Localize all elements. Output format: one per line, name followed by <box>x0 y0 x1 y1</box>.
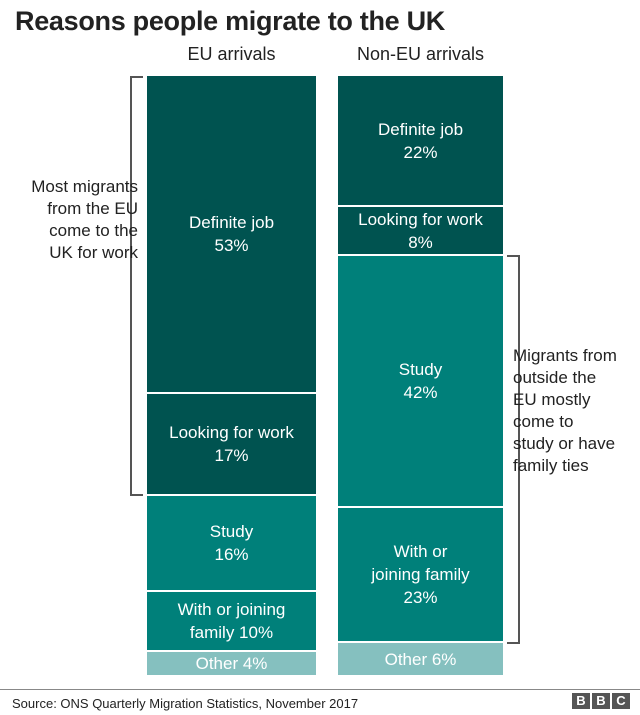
segment-label: Other 4% <box>195 654 268 673</box>
source-note: Source: ONS Quarterly Migration Statisti… <box>12 696 359 711</box>
non-eu-study-family-bracket <box>507 255 520 644</box>
segment-value: family 10% <box>189 623 274 642</box>
segment-label: With or joining <box>177 600 286 619</box>
bbc-logo-letter: B <box>572 693 590 709</box>
segment-label: With or <box>393 542 448 561</box>
non-eu-annotation: Migrants from outside the EU mostly come… <box>513 345 617 477</box>
eu-segment-other: Other 4% <box>147 650 316 675</box>
annotation-line: family ties <box>513 456 589 475</box>
bbc-logo-letter: B <box>592 693 610 709</box>
segment-label: Study <box>209 522 254 541</box>
segment-value: 17% <box>214 446 249 465</box>
annotation-line: outside the <box>513 368 597 387</box>
segment-label: Definite job <box>377 119 464 139</box>
non-eu-segment-looking-for-work: Looking for work 8% <box>338 205 503 254</box>
footer-divider <box>0 689 640 690</box>
eu-segment-looking-for-work: Looking for work 17% <box>147 392 316 494</box>
segment-label: Looking for work <box>358 209 483 229</box>
bbc-logo: B B C <box>572 693 630 709</box>
annotation-line: UK for work <box>49 243 138 262</box>
bbc-logo-letter: C <box>612 693 630 709</box>
eu-column-header: EU arrivals <box>187 44 276 64</box>
annotation-line: EU mostly <box>513 390 591 409</box>
eu-annotation: Most migrants from the EU come to the UK… <box>31 176 138 264</box>
segment-label: Definite job <box>188 213 275 232</box>
segment-value: 22% <box>403 142 438 162</box>
non-eu-stacked-bar: Definite job 22% Looking for work 8% Stu… <box>338 76 503 675</box>
annotation-line: Most migrants <box>31 177 138 196</box>
non-eu-segment-definite-job: Definite job 22% <box>338 76 503 205</box>
segment-value: 53% <box>214 236 249 255</box>
annotation-line: come to the <box>49 221 138 240</box>
chart-title: Reasons people migrate to the UK <box>15 6 445 36</box>
segment-label: Other 6% <box>384 649 457 669</box>
eu-stacked-bar: Definite job 53% Looking for work 17% St… <box>147 76 316 675</box>
segment-value: 16% <box>214 545 249 564</box>
annotation-line: Migrants from <box>513 346 617 365</box>
segment-label: Study <box>398 360 443 379</box>
segment-label-2: joining family <box>371 565 470 584</box>
non-eu-column-header: Non-EU arrivals <box>356 44 485 64</box>
segment-value: 42% <box>403 383 438 402</box>
annotation-line: study or have <box>513 434 616 453</box>
annotation-line: come to <box>513 412 574 431</box>
eu-segment-family: With or joining family 10% <box>147 590 316 650</box>
eu-work-bracket <box>130 76 143 496</box>
segment-value: 8% <box>408 232 433 252</box>
eu-segment-definite-job: Definite job 53% <box>147 76 316 392</box>
segment-label: Looking for work <box>169 423 294 442</box>
non-eu-segment-family: With or joining family 23% <box>338 506 503 641</box>
non-eu-segment-study: Study 42% <box>338 254 503 506</box>
annotation-line: from the EU <box>47 199 138 218</box>
segment-value: 23% <box>403 588 438 607</box>
non-eu-segment-other: Other 6% <box>338 641 503 675</box>
eu-segment-study: Study 16% <box>147 494 316 590</box>
